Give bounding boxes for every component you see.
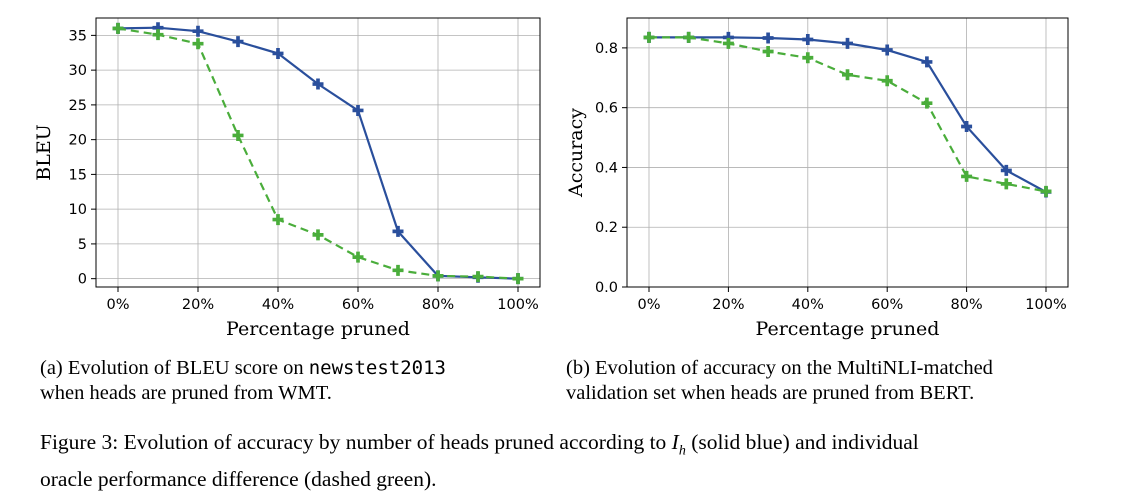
y-tick-label: 35 [69,28,87,44]
x-tick-label: 60% [871,297,903,313]
y-tick-label: 0.2 [595,220,618,236]
data-point-marker [762,32,774,44]
y-tick-label: 15 [69,167,87,183]
data-point-marker [961,170,973,182]
caption-b-line1: (b) Evolution of accuracy on the MultiNL… [566,357,993,379]
data-point-marker [643,31,655,43]
series-line-solid [649,36,1047,193]
math-subscript: h [678,443,686,459]
x-tick-label: 100% [1025,297,1066,313]
x-axis-label: Percentage pruned [226,318,410,340]
x-tick-label: 60% [342,297,374,313]
bleu-chart: 0% 20% 40% 60% 80% 100% 0 5 10 15 20 25 30 35 Percenta… [33,17,541,340]
y-axis-label: Accuracy [565,108,587,198]
caption-a: (a) Evolution of BLEU score on newstest2… [40,356,446,406]
x-tick-label: 100% [497,297,538,313]
x-tick-label: 40% [792,297,824,313]
x-tick-label: 20% [712,297,744,313]
data-point-marker [881,75,893,87]
series-line-dashed [117,27,519,280]
x-tick-label: 80% [950,297,982,313]
caption-b-line2: validation set when heads are pruned fro… [566,382,975,404]
data-point-marker [432,270,444,282]
data-point-marker [112,22,124,34]
caption-a-text: (a) Evolution of BLEU score on [40,357,309,379]
caption-a-line2: when heads are pruned from WMT. [40,382,332,404]
data-point-marker [1000,178,1012,190]
figure-caption-math: Ih [671,430,686,458]
data-point-marker [352,251,364,263]
data-point-marker [312,229,324,241]
y-tick-label: 0 [78,272,87,288]
data-point-marker [272,214,284,226]
plot-frame [95,17,541,288]
y-tick-label: 5 [78,237,87,253]
series-line-solid [117,26,519,280]
y-tick-label: 0.0 [595,280,618,296]
data-point-marker [802,34,814,46]
series-line-dashed [649,36,1047,193]
caption-b: (b) Evolution of accuracy on the MultiNL… [566,356,993,406]
data-point-marker [683,31,695,43]
x-tick-label: 0% [637,297,660,313]
y-tick-label: 10 [69,202,87,218]
y-tick-label: 25 [69,98,87,114]
figure-caption: Figure 3: Evolution of accuracy by numbe… [40,428,919,493]
figure-caption-text: Figure 3: Evolution of accuracy by numbe… [40,430,672,454]
data-point-marker [842,69,853,81]
x-axis-label: Percentage pruned [756,318,940,340]
data-point-marker [881,44,893,56]
y-tick-label: 20 [69,133,87,149]
data-point-marker [842,37,853,49]
data-point-marker [961,120,973,132]
y-tick-label: 0.8 [595,41,618,57]
data-point-marker [921,97,933,109]
y-tick-label: 0.4 [595,160,618,176]
x-tick-label: 80% [422,297,454,313]
x-tick-label: 0% [106,297,129,313]
y-tick-label: 30 [69,63,87,79]
math-symbol: I [671,430,679,454]
y-tick-label: 0.6 [595,101,618,117]
data-point-marker [722,37,734,49]
figure-caption-line2: oracle performance difference (dashed gr… [40,467,437,492]
data-point-marker [192,38,204,50]
caption-a-dataset: newstest2013 [308,357,446,379]
plot-frame [626,17,1069,288]
data-point-marker [232,36,244,48]
x-tick-label: 20% [182,297,214,313]
data-point-marker [802,52,814,64]
data-point-marker [762,45,774,57]
data-point-marker [1000,164,1012,176]
data-point-marker [232,129,244,141]
data-point-marker [392,264,404,276]
data-point-marker [312,78,324,90]
data-point-marker [152,29,164,41]
accuracy-chart: 0% 20% 40% 60% 80% 100% 0.0 0.2 0.4 0.6 0.8 Percent… [565,17,1069,340]
data-point-marker [1040,185,1052,197]
data-point-marker [472,271,484,283]
y-axis-label: BLEU [33,124,55,180]
x-tick-label: 40% [262,297,294,313]
data-point-marker [921,56,933,68]
data-point-marker [272,47,284,59]
data-point-marker [352,104,364,116]
data-point-marker [512,273,524,285]
data-point-marker [192,25,204,37]
figure-caption-text-2: (solid blue) and individual [685,430,919,454]
data-point-marker [392,225,404,237]
